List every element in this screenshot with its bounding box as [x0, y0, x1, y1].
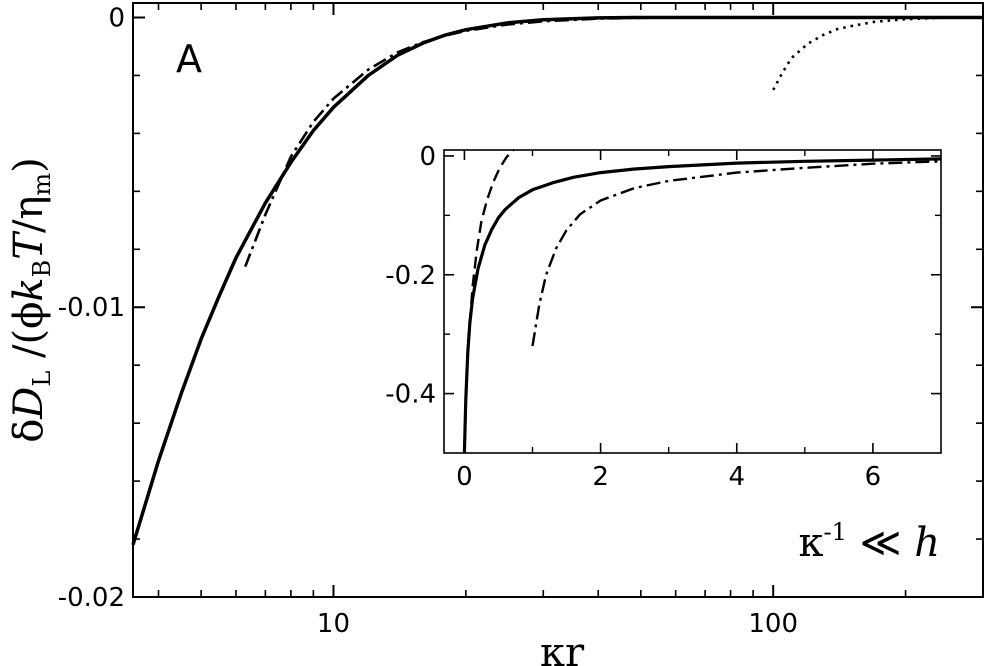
y-title-sub-m: m — [28, 173, 56, 196]
inset-series-dashed-line — [468, 149, 515, 323]
y-title-t: T — [6, 230, 52, 260]
y-title-sub-l: L — [28, 371, 56, 387]
inset-ticks: 0 2 4 6 0 -0.2 -0.4 — [385, 142, 941, 492]
main-y-tick-label: 0 — [108, 3, 125, 33]
main-y-tick-label: -0.01 — [58, 293, 125, 323]
main-x-tick-label: 10 — [317, 609, 350, 639]
y-title-k: k — [6, 277, 52, 301]
inset-y-tick-label: 0 — [419, 142, 436, 172]
annotation-rel: ≪ — [847, 520, 914, 566]
inset-y-tick-label: -0.4 — [385, 380, 436, 410]
main-series-dotted-line — [772, 16, 983, 91]
main-x-tick-label: 100 — [748, 609, 798, 639]
y-title-slash: / — [6, 219, 52, 233]
main-ticks: 10 100 0 -0.01 -0.02 — [58, 3, 983, 639]
y-title-close: ) — [6, 157, 52, 173]
y-axis-title: δDL /(ϕkBT/ηm) — [6, 157, 56, 443]
y-title-d: D — [6, 387, 52, 420]
annotation-h: h — [914, 520, 940, 566]
inset-plot-frame — [443, 149, 942, 454]
annotation-kappa: κ — [799, 520, 824, 566]
inset-x-tick-label: 2 — [592, 462, 609, 492]
inset-x-tick-label: 6 — [865, 462, 882, 492]
annotation-sup: -1 — [824, 518, 847, 546]
inset-x-tick-label: 0 — [456, 462, 473, 492]
y-title-sub-b: B — [28, 260, 56, 278]
y-title-delta: δ — [6, 419, 52, 443]
inset-series-dash-dot-line — [531, 160, 942, 347]
main-series — [131, 15, 983, 546]
main-y-tick-label: -0.02 — [58, 583, 125, 613]
inset-x-tick-label: 4 — [728, 462, 745, 492]
inset-series — [462, 149, 942, 454]
y-title-eta: η — [6, 196, 52, 220]
inset-y-tick-label: -0.2 — [385, 261, 436, 291]
x-axis-title: κr — [540, 630, 585, 666]
main-series-dash-dot-line — [243, 16, 983, 268]
regime-annotation: κ-1 ≪ h — [799, 518, 940, 566]
panel-label: A — [176, 37, 202, 81]
y-title-phi: /(ϕ — [6, 302, 52, 371]
